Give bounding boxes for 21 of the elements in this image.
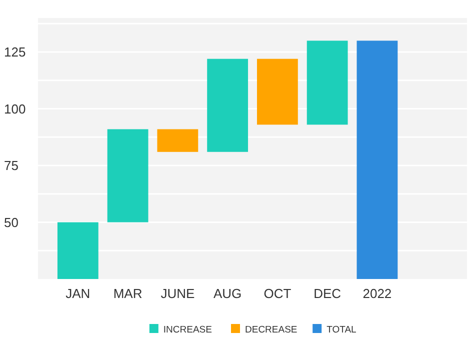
x-tick-label: DEC bbox=[314, 286, 342, 301]
bar bbox=[157, 129, 198, 152]
y-tick-label: 75 bbox=[4, 158, 18, 174]
x-tick-label: JAN bbox=[66, 286, 90, 301]
bar bbox=[256, 58, 298, 125]
bar bbox=[356, 40, 398, 279]
x-tick-label: AUG bbox=[213, 286, 242, 301]
x-tick-label: 2022 bbox=[362, 286, 392, 301]
x-tick-label: JUNE bbox=[160, 286, 195, 301]
x-tick-label: OCT bbox=[264, 286, 292, 301]
y-tick-label: 50 bbox=[4, 214, 18, 230]
legend-label: TOTAL bbox=[326, 324, 356, 336]
legend-label: DECREASE bbox=[245, 324, 298, 336]
bar bbox=[207, 58, 248, 152]
y-tick-label: 125 bbox=[4, 44, 26, 60]
y-tick-label: 100 bbox=[4, 101, 26, 116]
bar bbox=[306, 40, 348, 125]
bar bbox=[107, 129, 148, 222]
legend-label: INCREASE bbox=[163, 324, 212, 336]
bar bbox=[57, 222, 98, 279]
x-tick-label: MAR bbox=[113, 286, 142, 301]
